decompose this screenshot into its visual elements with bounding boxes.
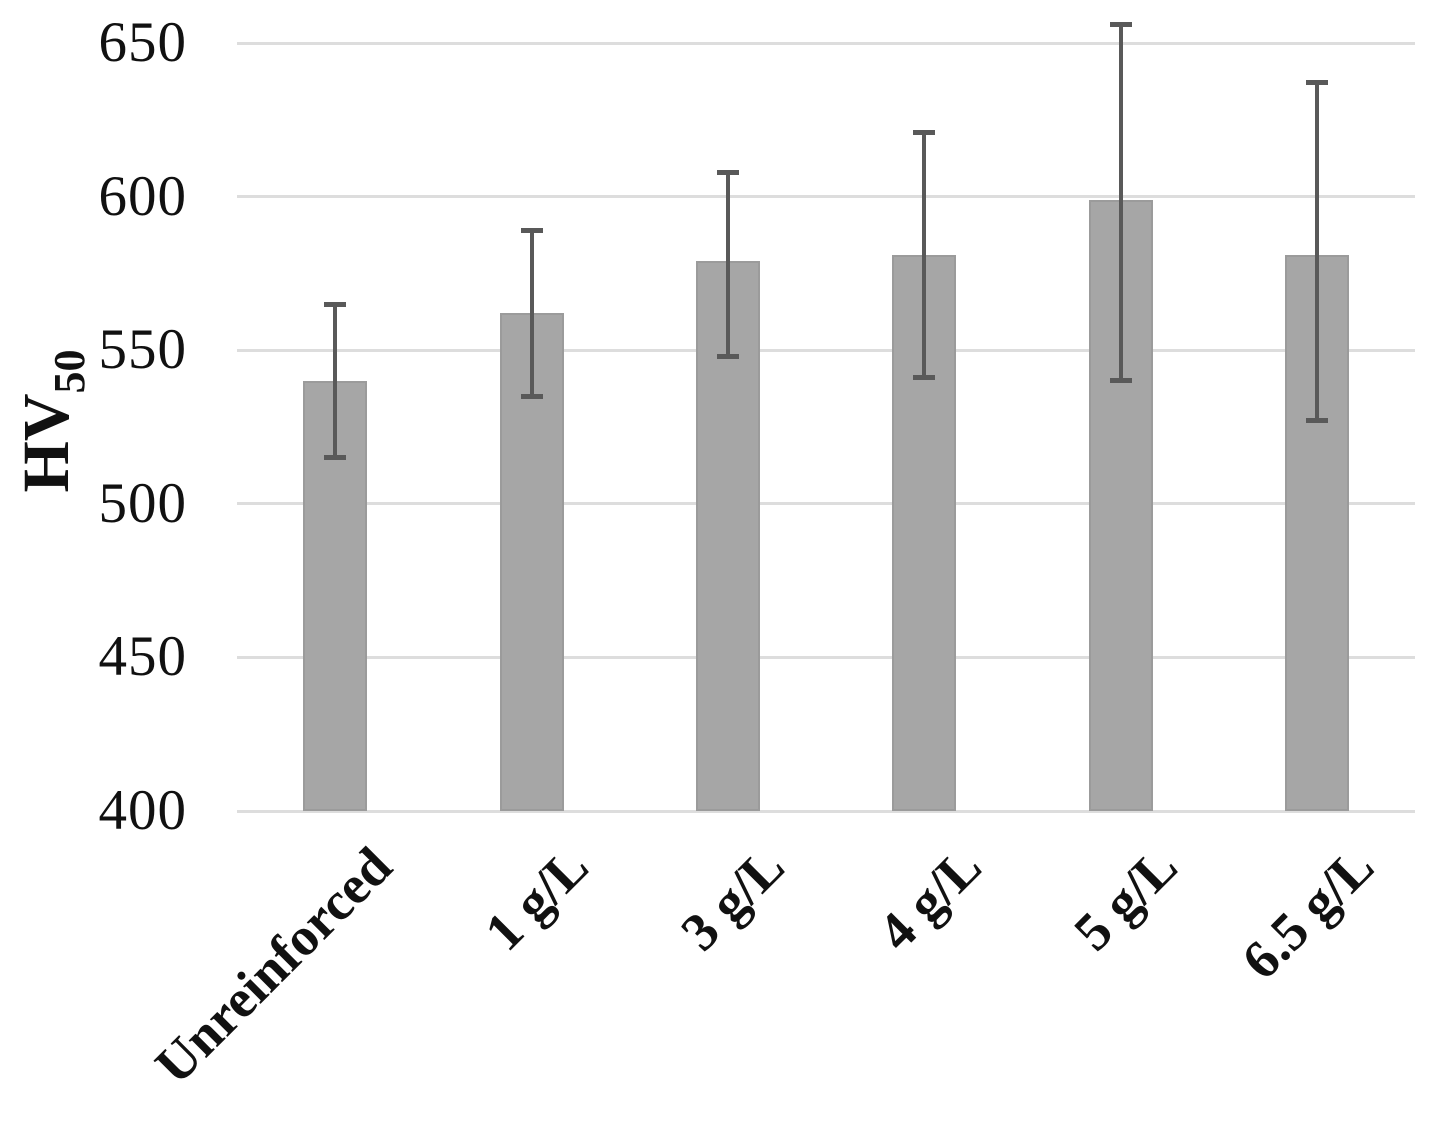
error-bar-cap	[1109, 378, 1132, 384]
error-bar	[725, 172, 730, 357]
error-bar-cap	[1305, 80, 1328, 86]
x-category-label: 3 g/L	[669, 835, 796, 962]
y-tick-label: 450	[98, 625, 187, 689]
x-category-label: 5 g/L	[1062, 835, 1189, 962]
plot-area	[237, 0, 1415, 813]
gridline	[237, 195, 1415, 199]
y-tick-label: 600	[98, 164, 187, 228]
error-bar-cap	[324, 301, 347, 307]
error-bar-cap	[520, 227, 543, 233]
error-bar	[1118, 24, 1123, 381]
x-category-label: Unreinforced	[143, 835, 404, 1096]
error-bar-cap	[913, 375, 936, 381]
error-bar-cap	[324, 455, 347, 461]
x-category-label: 6.5 g/L	[1230, 835, 1385, 991]
error-bar-cap	[716, 169, 739, 175]
error-bar-cap	[716, 353, 739, 359]
x-category-label: 1 g/L	[473, 835, 600, 962]
y-tick-label: 400	[98, 779, 187, 842]
y-tick-label: 500	[98, 471, 187, 535]
y-tick-label: 650	[98, 11, 187, 74]
gridline	[237, 502, 1415, 506]
gridline	[237, 809, 1415, 813]
gridline	[237, 655, 1415, 659]
error-bar	[922, 132, 927, 378]
error-bar	[333, 304, 338, 458]
error-bar	[529, 230, 534, 397]
error-bar-cap	[1109, 22, 1132, 28]
error-bar-cap	[913, 129, 936, 135]
gridline	[237, 348, 1415, 352]
gridline	[237, 41, 1415, 45]
x-category-label: 4 g/L	[866, 835, 993, 962]
y-tick-label: 550	[98, 318, 187, 382]
error-bar	[1314, 82, 1319, 421]
error-bar-cap	[1305, 418, 1328, 424]
error-bar-cap	[520, 393, 543, 399]
